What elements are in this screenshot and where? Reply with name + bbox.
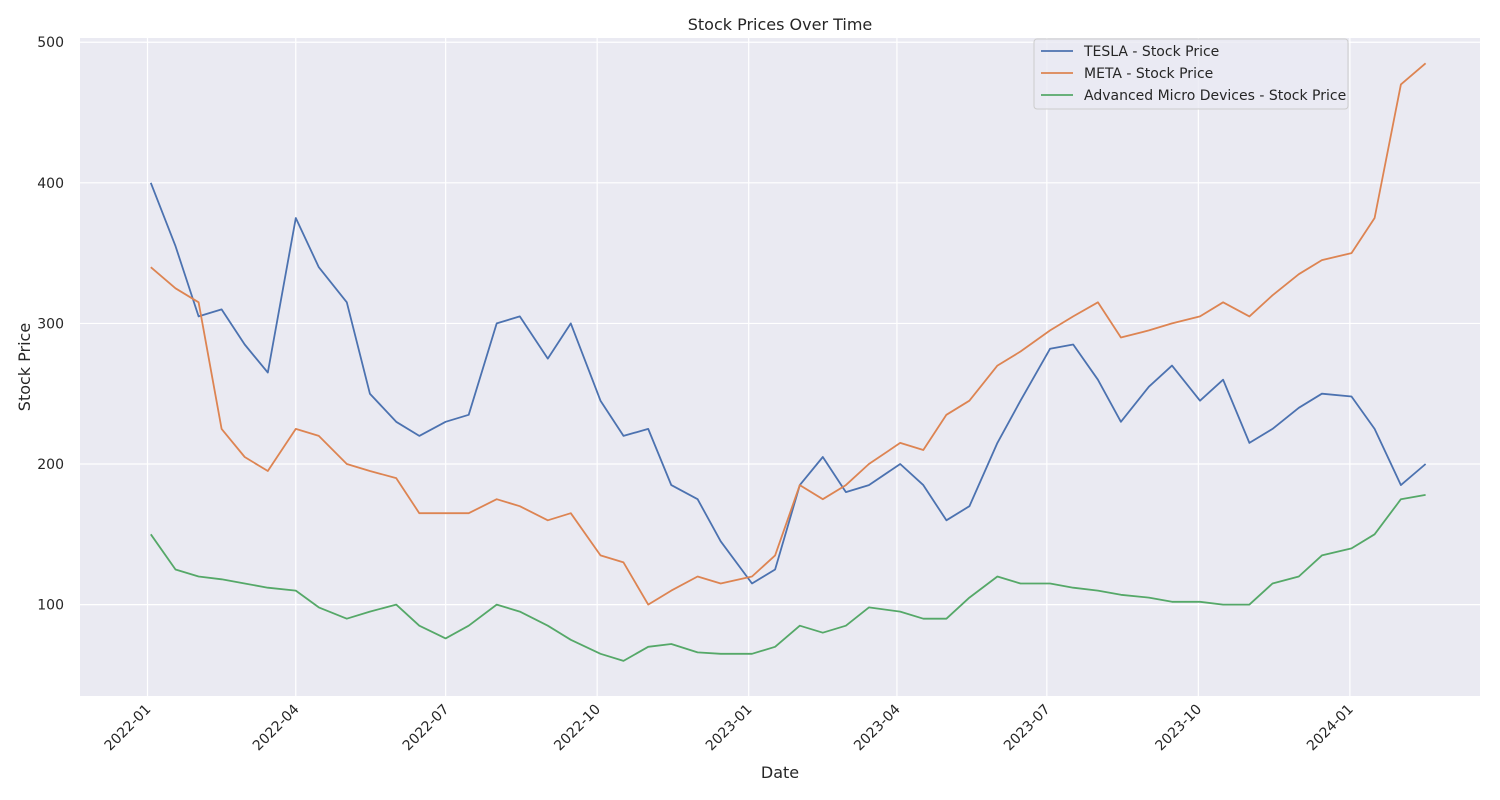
chart-title: Stock Prices Over Time (688, 15, 873, 34)
y-tick-labels: 100 200 300 400 500 (37, 35, 64, 613)
x-tick-label: 2022-01 (102, 702, 155, 755)
y-tick-label: 300 (37, 316, 64, 332)
legend-label-meta-stock-price: META - Stock Price (1084, 66, 1213, 82)
x-tick-label: 2022-04 (250, 701, 303, 754)
x-tick-label: 2023-04 (851, 701, 904, 754)
x-tick-label: 2023-07 (1001, 702, 1054, 755)
y-tick-label: 400 (37, 176, 64, 192)
series-line-tesla-stock-price (149, 182, 1427, 585)
legend-label-tesla-stock-price: TESLA - Stock Price (1083, 44, 1219, 60)
series-line-advanced-micro-devices-stock-price (150, 494, 1426, 662)
x-tick-label: 2023-01 (703, 702, 756, 755)
y-axis-label: Stock Price (15, 323, 34, 411)
x-tick-label: 2022-07 (400, 702, 453, 755)
y-tick-label: 100 (37, 598, 64, 614)
x-tick-label: 2023-10 (1153, 702, 1206, 755)
legend: TESLA - Stock Price META - Stock Price Adv… (1033, 38, 1349, 110)
series-layer (149, 62, 1427, 662)
x-axis-label: Date (761, 763, 799, 782)
legend-box (1033, 38, 1349, 110)
y-tick-label: 200 (37, 457, 64, 473)
x-tick-labels: 2022-01 2022-04 2022-07 2022-10 2023-01 2023-… (102, 701, 1357, 754)
x-tick-label: 2024-01 (1304, 702, 1357, 755)
series-line-meta-stock-price (150, 62, 1427, 606)
x-tick-label: 2022-10 (551, 702, 604, 755)
legend-label-advanced-micro-devices-stock-price: Advanced Micro Devices - Stock Price (1084, 88, 1346, 104)
plot-background (80, 38, 1480, 696)
y-tick-label: 500 (37, 35, 64, 51)
